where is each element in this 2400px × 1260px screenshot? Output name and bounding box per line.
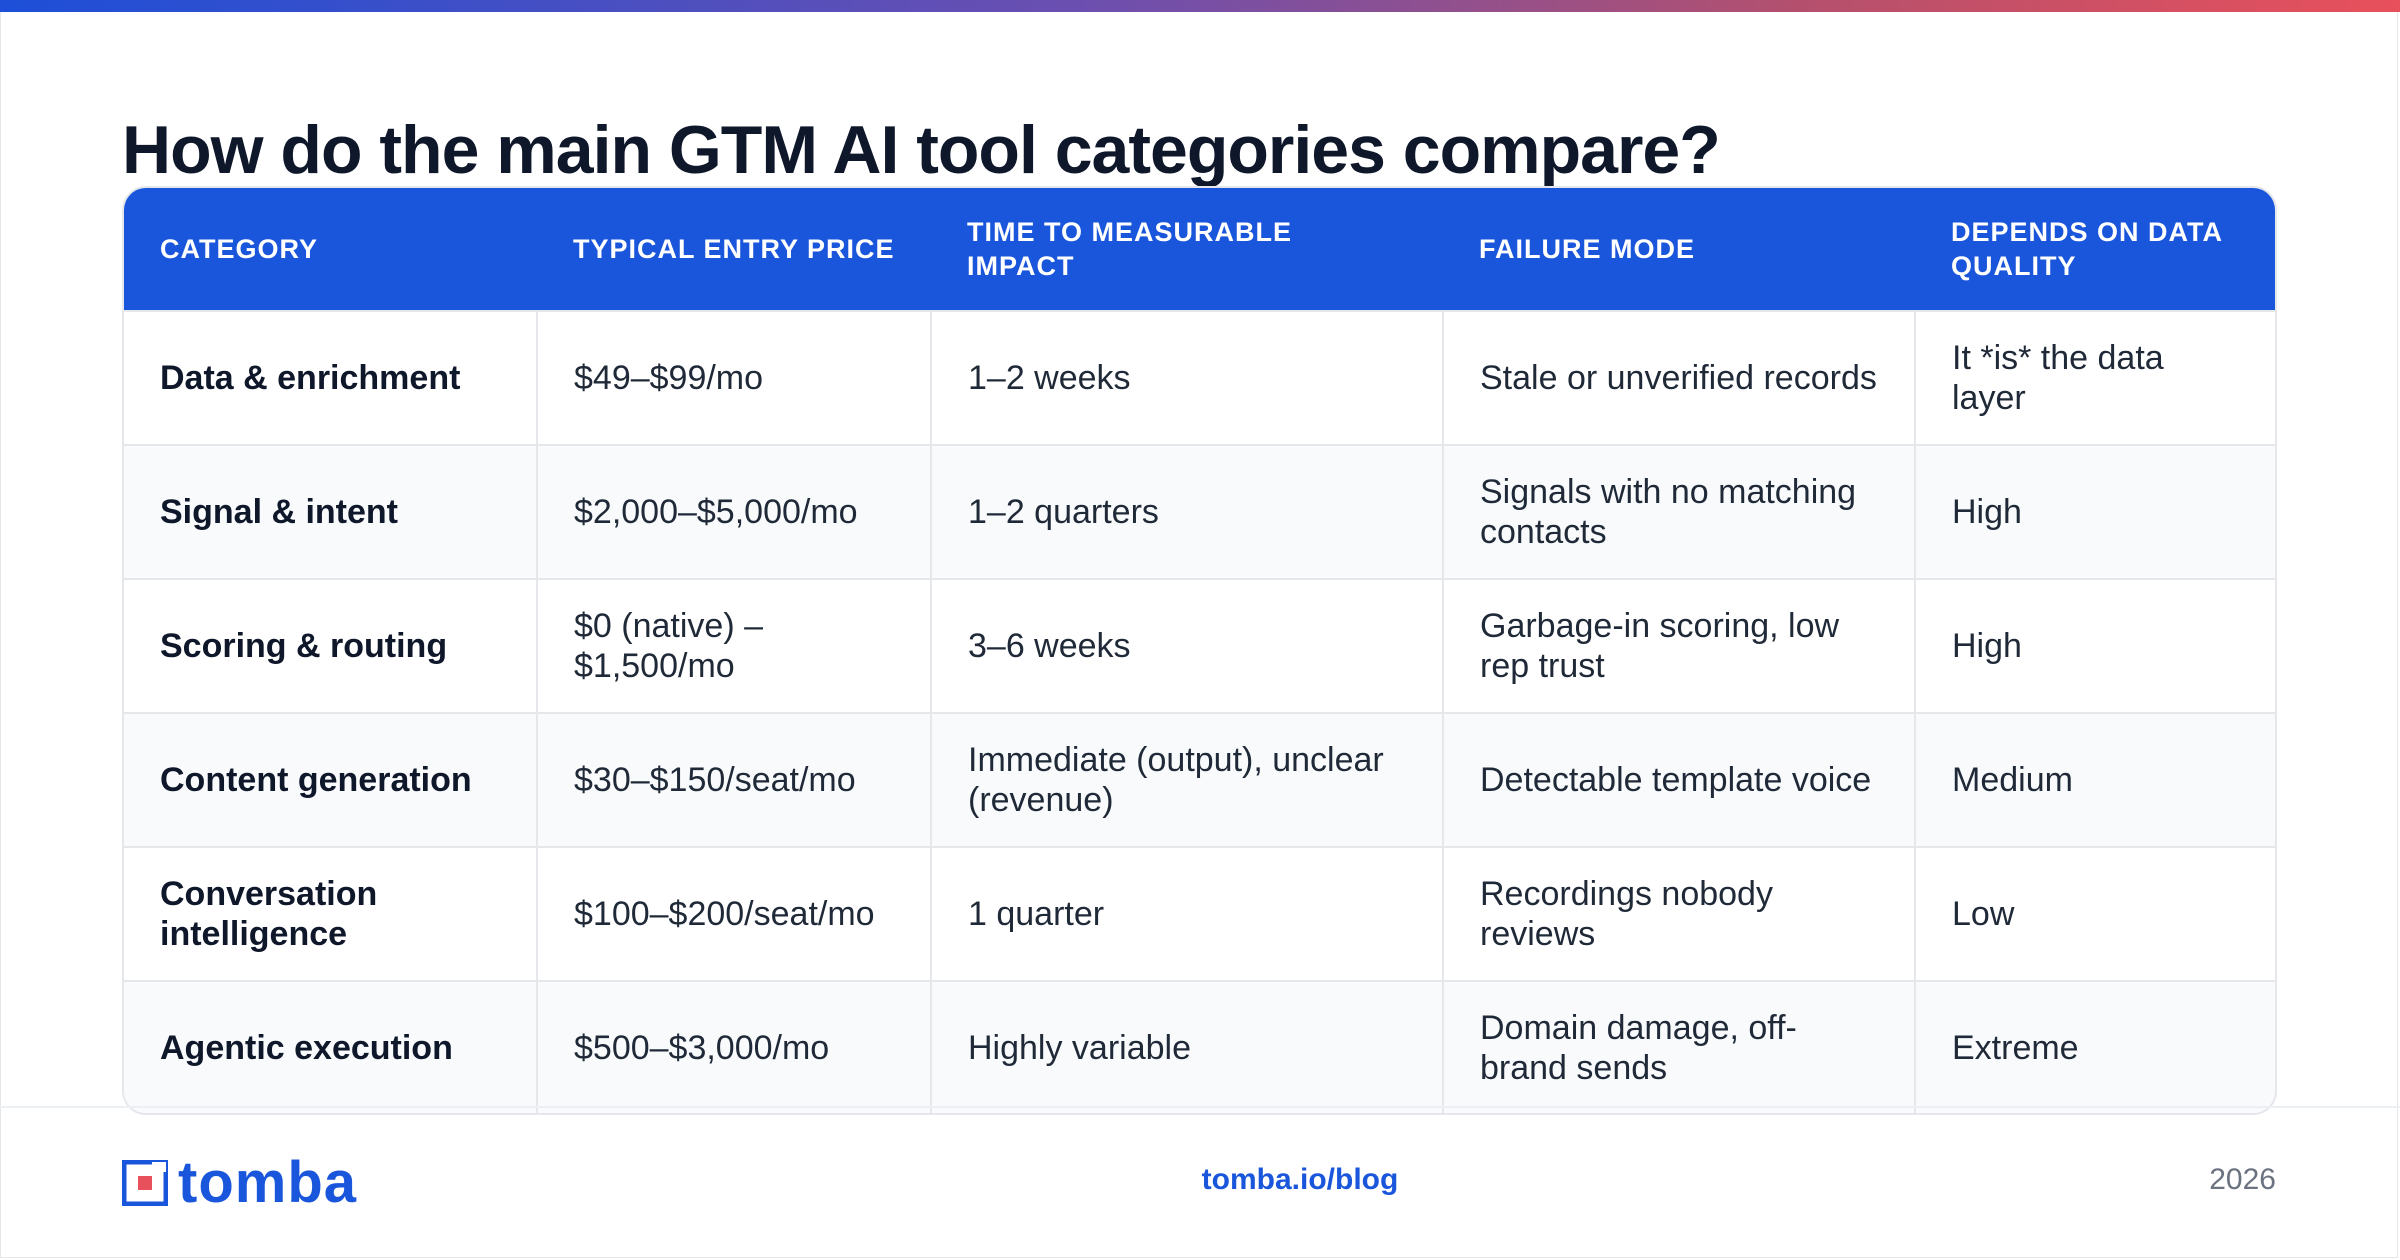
cell-entry-price: $100–$200/seat/mo <box>536 846 931 981</box>
cell-time-to-impact: 1 quarter <box>930 846 1443 981</box>
cell-time-to-impact: 3–6 weeks <box>930 578 1443 713</box>
header-category: CATEGORY <box>124 188 537 311</box>
header-entry-price: TYPICAL ENTRY PRICE <box>537 188 931 311</box>
table-row: Content generation $30–$150/seat/mo Imme… <box>124 712 2275 847</box>
header-data-quality: DEPENDS ON DATA QUALITY <box>1915 188 2275 311</box>
cell-entry-price: $0 (native) – $1,500/mo <box>536 578 931 713</box>
cell-time-to-impact: Highly variable <box>930 980 1443 1113</box>
cell-category: Content generation <box>124 712 537 847</box>
cell-data-quality: It *is* the data layer <box>1914 310 2275 445</box>
cell-entry-price: $2,000–$5,000/mo <box>536 444 931 579</box>
cell-time-to-impact: 1–2 weeks <box>930 310 1443 445</box>
cell-time-to-impact: Immediate (output), unclear (revenue) <box>930 712 1443 847</box>
cell-failure-mode: Garbage-in scoring, low rep trust <box>1442 578 1915 713</box>
cell-failure-mode: Signals with no matching contacts <box>1442 444 1915 579</box>
cell-failure-mode: Stale or unverified records <box>1442 310 1915 445</box>
cell-data-quality: Low <box>1914 846 2275 981</box>
footer-year: 2026 <box>2209 1163 2276 1196</box>
cell-data-quality: Extreme <box>1914 980 2275 1113</box>
cell-entry-price: $49–$99/mo <box>536 310 931 445</box>
header-failure-mode: FAILURE MODE <box>1443 188 1915 311</box>
cell-failure-mode: Detectable template voice <box>1442 712 1915 847</box>
cell-category: Agentic execution <box>124 980 537 1113</box>
cell-entry-price: $30–$150/seat/mo <box>536 712 931 847</box>
logo-wordmark: tomba <box>178 1150 357 1215</box>
cell-failure-mode: Domain damage, off-brand sends <box>1442 980 1915 1113</box>
cell-category: Signal & intent <box>124 444 537 579</box>
table-row: Agentic execution $500–$3,000/mo Highly … <box>124 980 2275 1113</box>
footer-divider <box>0 1106 2400 1108</box>
cell-data-quality: High <box>1914 444 2275 579</box>
header-time-to-impact: TIME TO MEASURABLE IMPACT <box>931 188 1443 311</box>
cell-data-quality: Medium <box>1914 712 2275 847</box>
cell-category: Data & enrichment <box>124 310 537 445</box>
table-row: Data & enrichment $49–$99/mo 1–2 weeks S… <box>124 310 2275 445</box>
cell-data-quality: High <box>1914 578 2275 713</box>
table-row: Scoring & routing $0 (native) – $1,500/m… <box>124 578 2275 713</box>
cell-category: Conversation intelligence <box>124 846 537 981</box>
table-row: Conversation intelligence $100–$200/seat… <box>124 846 2275 981</box>
cell-time-to-impact: 1–2 quarters <box>930 444 1443 579</box>
comparison-table: CATEGORY TYPICAL ENTRY PRICE TIME TO MEA… <box>124 188 2275 1113</box>
blog-link[interactable]: tomba.io/blog <box>1201 1163 1399 1196</box>
tomba-logo[interactable]: tomba <box>122 1150 357 1215</box>
top-gradient-bar <box>0 0 2400 12</box>
page-title: How do the main GTM AI tool categories c… <box>122 112 1721 188</box>
tomba-logo-icon <box>122 1160 168 1206</box>
cell-failure-mode: Recordings nobody reviews <box>1442 846 1915 981</box>
table-row: Signal & intent $2,000–$5,000/mo 1–2 qua… <box>124 444 2275 579</box>
cell-entry-price: $500–$3,000/mo <box>536 980 931 1113</box>
cell-category: Scoring & routing <box>124 578 537 713</box>
table-header-row: CATEGORY TYPICAL ENTRY PRICE TIME TO MEA… <box>124 188 2275 311</box>
comparison-table-container: CATEGORY TYPICAL ENTRY PRICE TIME TO MEA… <box>122 186 2277 1115</box>
